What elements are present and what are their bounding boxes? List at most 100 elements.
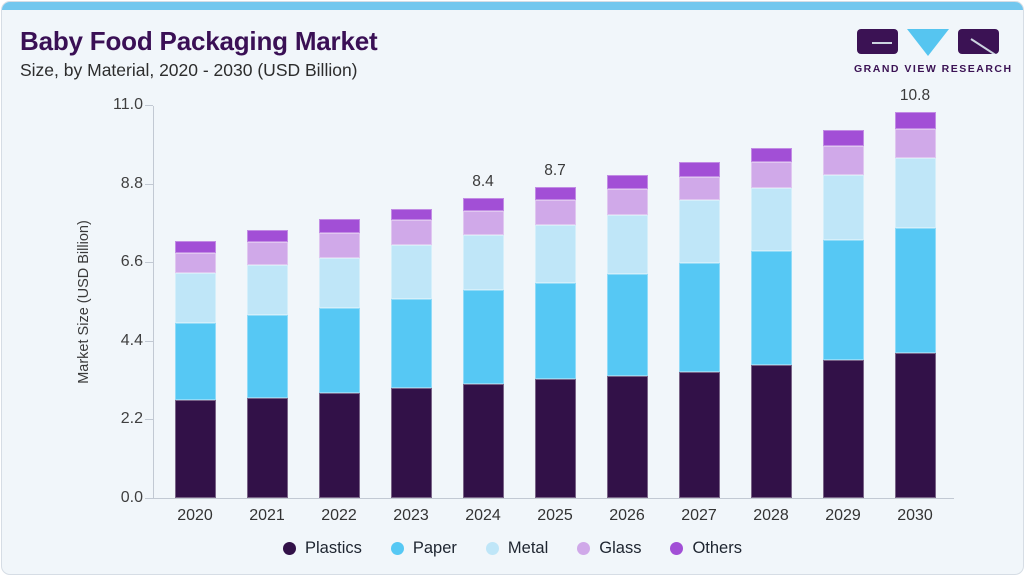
bar-segment-2030-others — [894, 112, 936, 129]
bar-segment-2023-metal — [390, 245, 432, 300]
bar-2030 — [894, 112, 936, 498]
bar-segment-2027-paper — [678, 262, 720, 372]
y-tick-mark — [145, 262, 153, 264]
page-title: Baby Food Packaging Market — [20, 26, 378, 56]
brand-logo: GRAND VIEW RESEARCH — [854, 29, 1013, 75]
bar-segment-2022-glass — [318, 232, 360, 258]
bar-segment-2027-glass — [678, 176, 720, 201]
logo-r-icon — [958, 29, 999, 54]
bar-segment-2030-metal — [894, 157, 936, 228]
total-label-2024: 8.4 — [472, 172, 494, 190]
bar-segment-2021-glass — [246, 241, 288, 265]
bar-segment-2028-metal — [750, 187, 792, 252]
legend-item-paper: Paper — [390, 539, 457, 558]
bar-segment-2023-plastics — [390, 388, 432, 498]
bar-segment-2020-plastics — [174, 399, 216, 498]
y-tick-label-8.8: 8.8 — [120, 174, 143, 192]
bar-2025 — [534, 187, 576, 498]
bar-2027 — [678, 162, 720, 498]
gvr-logo-icon — [854, 29, 1002, 58]
legend-label-paper: Paper — [412, 539, 457, 557]
bar-segment-2026-glass — [606, 189, 648, 216]
bar-segment-2021-plastics — [246, 397, 288, 498]
bar-segment-2030-plastics — [894, 352, 936, 498]
total-label-2030: 10.8 — [899, 87, 931, 105]
bar-segment-2025-others — [534, 187, 576, 200]
bar-segment-2027-others — [678, 162, 720, 177]
x-axis-label-2020: 2020 — [177, 507, 213, 524]
bar-segment-2020-glass — [174, 253, 216, 274]
plot-area: 8.4 8.7 10.8 — [153, 87, 954, 499]
y-tick-mark — [145, 419, 153, 421]
bar-segment-2022-plastics — [318, 392, 360, 498]
x-axis-label-2027: 2027 — [681, 507, 717, 524]
bar-segment-2025-metal — [534, 225, 576, 283]
x-axis-label-2021: 2021 — [249, 507, 285, 524]
legend-dot-metal — [485, 542, 499, 555]
bar-segment-2021-metal — [246, 264, 288, 315]
bar-segment-2030-glass — [894, 128, 936, 158]
legend-item-plastics: Plastics — [283, 539, 362, 558]
bar-segment-2020-others — [174, 240, 216, 254]
bar-segment-2021-paper — [246, 314, 288, 398]
bar-segment-2029-others — [822, 130, 864, 147]
bar-segment-2024-others — [462, 197, 504, 211]
y-tick-mark — [145, 498, 153, 499]
bar-segment-2026-others — [606, 174, 648, 189]
y-axis-title: Market Size (USD Billion) — [76, 220, 92, 384]
y-tick-label-6.6: 6.6 — [120, 253, 143, 271]
legend-label-plastics: Plastics — [305, 539, 362, 557]
logo-g-icon — [857, 29, 898, 54]
logo-g-line — [872, 42, 892, 44]
x-axis-label-2024: 2024 — [465, 507, 501, 524]
bar-segment-2022-others — [318, 219, 360, 233]
x-axis-label-2025: 2025 — [537, 507, 573, 524]
x-axis-label-2026: 2026 — [609, 507, 645, 524]
y-tick-mark — [145, 105, 153, 106]
bar-2023 — [390, 208, 432, 498]
bar-segment-2024-metal — [462, 234, 504, 290]
bar-segment-2028-plastics — [750, 365, 792, 498]
total-label-2025: 8.7 — [544, 162, 566, 180]
top-accent-bar — [2, 2, 1023, 10]
bar-2024 — [462, 197, 504, 498]
legend-item-glass: Glass — [577, 539, 641, 558]
bar-segment-2029-metal — [822, 175, 864, 241]
y-tick-label-11.0: 11.0 — [113, 96, 143, 113]
bar-segment-2022-paper — [318, 307, 360, 393]
legend-dot-glass — [577, 542, 591, 555]
brand-name: GRAND VIEW RESEARCH — [854, 63, 1013, 75]
bar-segment-2028-others — [750, 147, 792, 163]
bar-segment-2025-glass — [534, 199, 576, 226]
legend-dot-plastics — [283, 542, 297, 555]
bar-segment-2020-paper — [174, 322, 216, 400]
y-tick-label-2.2: 2.2 — [120, 410, 143, 428]
legend-label-glass: Glass — [599, 539, 642, 557]
legend-dot-others — [670, 542, 684, 555]
bar-segment-2024-plastics — [462, 384, 504, 498]
x-axis-label-2030: 2030 — [897, 507, 933, 524]
bar-segment-2029-glass — [822, 146, 864, 176]
bar-segment-2023-glass — [390, 220, 432, 246]
y-tick-label-4.4: 4.4 — [120, 331, 143, 349]
bar-segment-2029-plastics — [822, 360, 864, 498]
y-tick-mark — [145, 183, 153, 185]
legend-label-others: Others — [692, 539, 742, 557]
x-axis-label-2023: 2023 — [393, 507, 429, 524]
bar-segment-2026-plastics — [606, 375, 648, 498]
bar-segment-2023-others — [390, 208, 432, 221]
logo-v-icon — [907, 29, 949, 56]
legend-dot-paper — [390, 542, 404, 555]
bar-2020 — [174, 240, 216, 498]
bar-2029 — [822, 130, 864, 498]
x-axis-label-2028: 2028 — [753, 507, 789, 524]
legend-item-metal: Metal — [485, 539, 548, 558]
x-axis-label-2029: 2029 — [825, 507, 861, 524]
bar-2028 — [750, 147, 792, 498]
bar-segment-2026-metal — [606, 215, 648, 275]
bar-segment-2025-paper — [534, 282, 576, 380]
chart-legend: Plastics Paper Metal Glass Others — [2, 539, 1023, 558]
bar-segment-2024-paper — [462, 289, 504, 385]
bar-segment-2028-paper — [750, 251, 792, 366]
